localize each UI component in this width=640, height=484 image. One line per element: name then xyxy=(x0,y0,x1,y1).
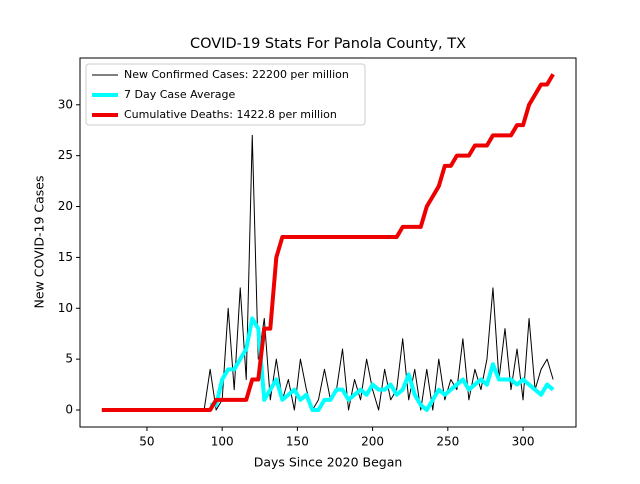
y-tick-label: 30 xyxy=(58,97,73,111)
legend-label: New Confirmed Cases: 22200 per million xyxy=(124,68,349,81)
series-line xyxy=(101,134,554,411)
y-tick-label: 5 xyxy=(65,352,73,366)
x-tick-label: 100 xyxy=(211,435,234,449)
y-tick-label: 0 xyxy=(65,403,73,417)
legend-box xyxy=(85,63,366,126)
y-tick-label: 25 xyxy=(58,148,73,162)
y-tick-label: 20 xyxy=(58,199,73,213)
legend-label: 7 Day Case Average xyxy=(124,88,236,101)
x-tick-label: 300 xyxy=(512,435,535,449)
chart-title: COVID-19 Stats For Panola County, TX xyxy=(190,36,466,52)
x-tick-label: 150 xyxy=(286,435,309,449)
legend-label: Cumulative Deaths: 1422.8 per million xyxy=(124,108,337,121)
y-tick-label: 10 xyxy=(58,301,73,315)
y-tick-label: 15 xyxy=(58,250,73,264)
x-axis-label: Days Since 2020 Began xyxy=(254,455,403,470)
x-tick-label: 200 xyxy=(361,435,384,449)
x-tick-label: 250 xyxy=(436,435,459,449)
y-axis-label: New COVID-19 Cases xyxy=(32,176,47,309)
x-tick-label: 50 xyxy=(139,435,154,449)
series-line xyxy=(101,73,555,413)
plot-frame xyxy=(79,57,577,428)
series-line xyxy=(210,316,555,413)
